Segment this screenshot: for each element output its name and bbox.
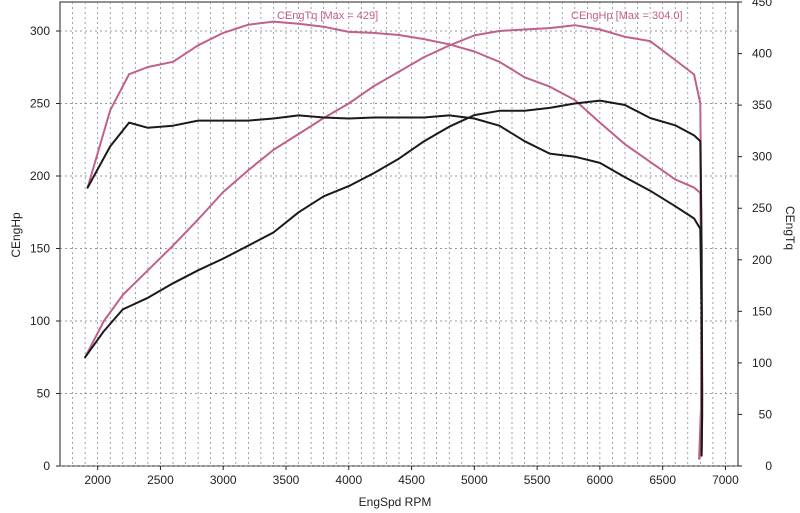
series-line — [84, 24, 703, 460]
y-right-tick-label: 50 — [759, 407, 773, 421]
y-right-tick-label: 100 — [752, 356, 772, 370]
y-right-axis-label: CEngTq — [783, 206, 797, 250]
series-line — [86, 114, 704, 457]
y-left-ticks: 0 50 100 150 200 250 300 — [30, 24, 60, 473]
x-tick-label: 4000 — [335, 473, 362, 487]
x-tick-label: 6000 — [587, 473, 614, 487]
y-right-tick-label: 400 — [752, 47, 772, 61]
series-lines — [84, 20, 704, 460]
y-left-tick-label: 100 — [30, 314, 50, 328]
legend-horsepower: CEngHp [Max = 304.0] — [571, 10, 683, 22]
x-tick-label: 5000 — [461, 473, 488, 487]
y-left-tick-label: 150 — [30, 242, 50, 256]
y-right-tick-label: 0 — [765, 459, 772, 473]
x-tick-label: 2000 — [84, 473, 111, 487]
y-left-tick-label: 250 — [30, 97, 50, 111]
y-right-tick-label: 300 — [752, 150, 772, 164]
y-right-tick-label: 250 — [752, 201, 772, 215]
legend-torque: CEngTq [Max = 429] — [277, 10, 378, 22]
x-tick-label: 3500 — [273, 473, 300, 487]
x-tick-label: 6500 — [649, 473, 676, 487]
y-right-tick-label: 200 — [752, 253, 772, 267]
x-tick-label: 7000 — [712, 473, 739, 487]
y-left-axis-label: CEngHp — [9, 212, 23, 258]
y-right-tick-label: 350 — [752, 98, 772, 112]
series-line — [84, 99, 704, 453]
x-ticks: 2000 2500 3000 3500 4000 4500 5000 5500 6000 6500… — [84, 466, 739, 487]
x-tick-label: 4500 — [398, 473, 425, 487]
y-left-tick-label: 0 — [43, 459, 50, 473]
y-right-tick-label: 450 — [752, 0, 772, 9]
series-line — [86, 20, 703, 457]
x-tick-label: 3000 — [210, 473, 237, 487]
y-right-ticks: 0 50 100 150 200 250 300 350 400 450 — [738, 0, 772, 473]
x-tick-label: 5500 — [524, 473, 551, 487]
x-tick-label: 2500 — [147, 473, 174, 487]
y-left-tick-label: 50 — [37, 387, 51, 401]
y-right-tick-label: 150 — [752, 304, 772, 318]
y-left-tick-label: 200 — [30, 169, 50, 183]
y-left-tick-label: 300 — [30, 24, 50, 38]
x-axis-label: EngSpd RPM — [359, 495, 432, 509]
